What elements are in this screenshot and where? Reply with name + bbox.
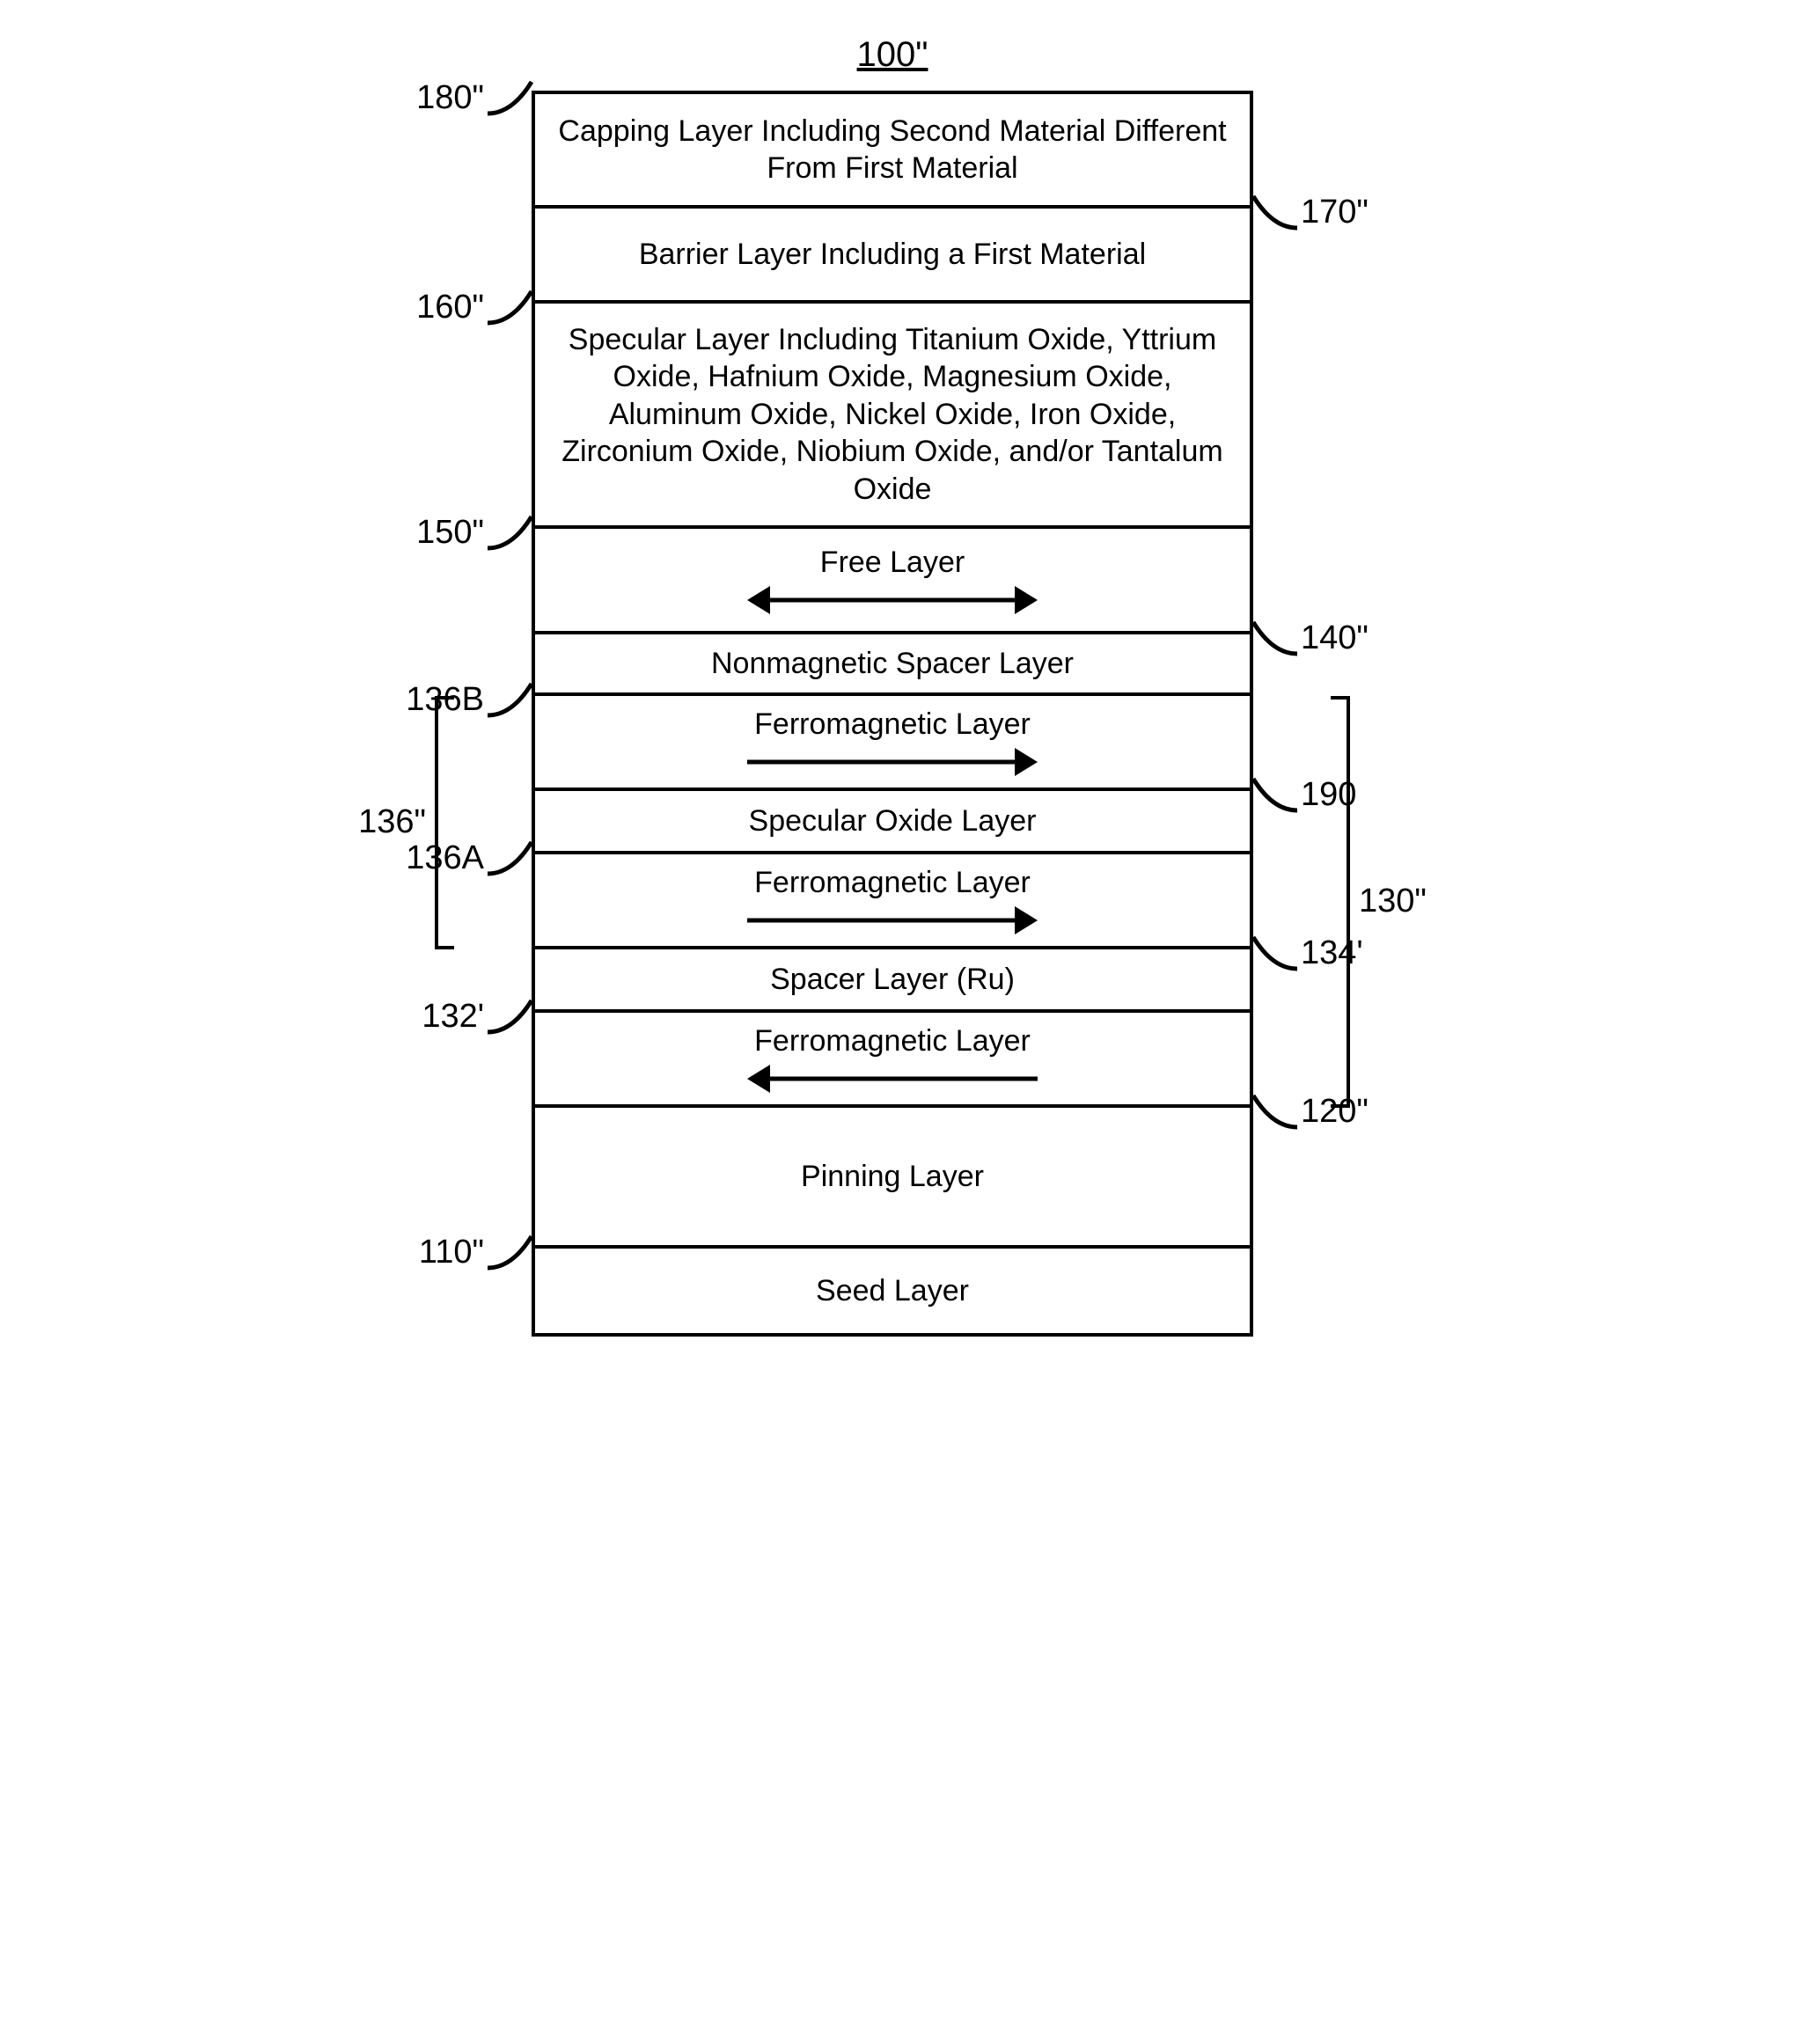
layer-text: Nonmagnetic Spacer Layer (711, 645, 1074, 683)
ref-label: 180" (416, 79, 484, 117)
ref-132: 132' (422, 995, 535, 1037)
layer-text: Ferromagnetic Layer (754, 864, 1031, 902)
layer-text: Specular Layer Including Titanium Oxide,… (554, 321, 1230, 509)
layer-text: Capping Layer Including Second Material … (554, 113, 1230, 187)
ref-label: 134' (1301, 934, 1363, 972)
direction-arrow-icon (747, 584, 1038, 616)
layer-nmspacer: Nonmagnetic Spacer Layer (535, 634, 1250, 696)
ref-label: 170" (1301, 194, 1369, 231)
layer-barrier: Barrier Layer Including a First Material (535, 209, 1250, 304)
layer-pinning: Pinning Layer (535, 1108, 1250, 1249)
ref-label: 136B (406, 681, 484, 719)
ref-140: 140" (1250, 617, 1369, 659)
direction-arrow-icon (747, 746, 1038, 778)
ref-label: 160" (416, 289, 484, 326)
layer-text: Free Layer (820, 544, 965, 582)
direction-arrow-icon (747, 905, 1038, 936)
layer-text: Ferromagnetic Layer (754, 1022, 1031, 1060)
layer-text: Seed Layer (816, 1272, 969, 1310)
figure-title: 100" (532, 35, 1253, 75)
layer-specular: Specular Layer Including Titanium Oxide,… (535, 304, 1250, 529)
ref-160: 160" (416, 286, 535, 328)
bracket-label: 130" (1359, 883, 1427, 920)
layer-seed: Seed Layer (535, 1249, 1250, 1337)
ref-150: 150" (416, 511, 535, 553)
ref-label: 110" (419, 1234, 484, 1271)
layer-fm_bot: Ferromagnetic Layer (535, 1013, 1250, 1108)
ref-label: 132' (422, 998, 484, 1036)
direction-arrow-icon (747, 1063, 1038, 1095)
ref-label: 140" (1301, 619, 1369, 657)
ref-label: 136A (406, 839, 484, 877)
layer-specox: Specular Oxide Layer (535, 791, 1250, 854)
ref-170: 170" (1250, 191, 1369, 233)
bracket-130 (1347, 696, 1350, 1108)
ref-136A: 136A (406, 837, 535, 879)
ref-label: 120" (1301, 1093, 1369, 1131)
layer-capping: Capping Layer Including Second Material … (535, 94, 1250, 209)
layer-text: Ferromagnetic Layer (754, 706, 1031, 744)
figure: 100" Capping Layer Including Second Mate… (426, 35, 1394, 1337)
layer-spacer_ru: Spacer Layer (Ru) (535, 949, 1250, 1013)
layer-stack: Capping Layer Including Second Material … (532, 91, 1253, 1337)
layer-free: Free Layer (535, 529, 1250, 634)
layer-text: Specular Oxide Layer (749, 802, 1037, 840)
layer-text: Pinning Layer (801, 1158, 984, 1196)
ref-120: 120" (1250, 1090, 1369, 1132)
bracket-136 (435, 696, 438, 949)
layer-text: Spacer Layer (Ru) (770, 961, 1015, 999)
layer-fm_top: Ferromagnetic Layer (535, 696, 1250, 791)
ref-110: 110" (419, 1231, 535, 1273)
ref-label: 150" (416, 514, 484, 552)
ref-136B: 136B (406, 678, 535, 721)
ref-180: 180" (416, 77, 535, 119)
ref-190: 190 (1250, 773, 1356, 816)
layer-text: Barrier Layer Including a First Material (639, 236, 1146, 274)
bracket-label: 136" (358, 803, 426, 841)
layer-fm_mid: Ferromagnetic Layer (535, 854, 1250, 949)
